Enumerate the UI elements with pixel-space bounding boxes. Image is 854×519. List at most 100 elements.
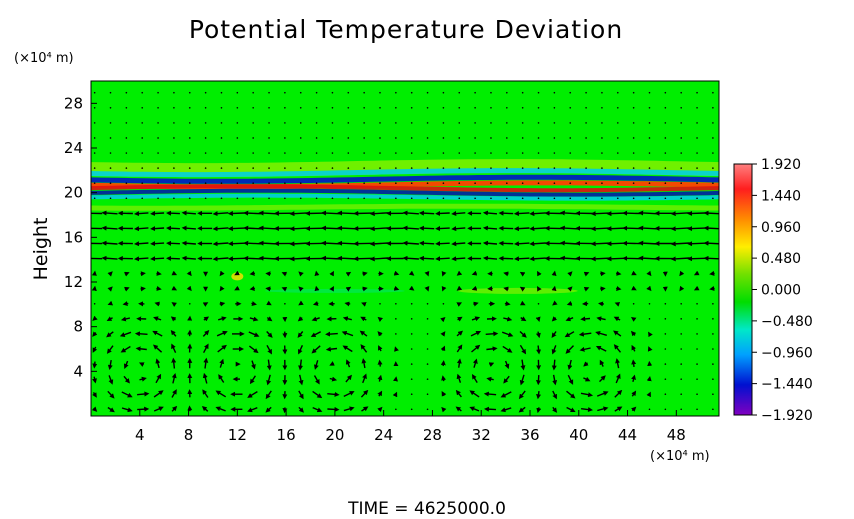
wind-vector [202, 302, 209, 307]
wind-vector [529, 211, 546, 217]
wind-vector [441, 391, 447, 397]
time-footer: TIME = 4625000.0 [347, 499, 506, 519]
wind-vector [395, 107, 397, 109]
wind-vector [552, 406, 558, 413]
wind-vector [109, 91, 112, 94]
wind-vector [141, 197, 144, 200]
x-axis-ticks: 4 8 12 16 20 24 28 32 36 40 44 48 [135, 410, 686, 444]
wind-vector [258, 210, 278, 216]
wind-vector [648, 91, 651, 94]
wind-vector [646, 270, 652, 277]
wind-vector [441, 271, 447, 277]
x-tick-label: 12 [228, 426, 247, 444]
colorbar-tick-label: 0.960 [761, 220, 801, 236]
wind-vector [101, 255, 118, 261]
wind-vector [125, 91, 128, 94]
wind-vector [220, 152, 223, 154]
wind-vector [252, 137, 254, 139]
wind-vector [251, 301, 257, 306]
wind-vector [553, 167, 556, 169]
colorbar-tick-label: −0.960 [761, 345, 813, 361]
wind-vector [236, 107, 239, 109]
wind-vector [664, 167, 667, 169]
wind-vector [107, 390, 115, 399]
wind-vector [297, 345, 304, 355]
wind-vector [519, 374, 525, 386]
wind-vector [418, 225, 435, 231]
wind-vector [456, 270, 463, 276]
wind-vector [312, 406, 323, 413]
wind-vector [418, 210, 435, 216]
wind-vector [456, 285, 463, 291]
wind-vector [347, 197, 350, 200]
wind-vector [712, 408, 714, 411]
wind-vector [220, 122, 223, 124]
wind-vector [601, 197, 603, 200]
wind-vector [171, 372, 177, 384]
wind-vector [379, 182, 381, 184]
wind-vector [474, 107, 476, 109]
wind-vector [553, 182, 556, 184]
wind-vector [630, 330, 637, 337]
wind-vector [204, 197, 207, 200]
wind-vector [537, 107, 540, 109]
wind-vector [234, 285, 240, 291]
wind-vector [616, 137, 619, 139]
wind-vector [410, 122, 413, 124]
wind-vector [696, 348, 698, 350]
wind-vector [456, 358, 462, 368]
wind-vector [395, 122, 397, 124]
wind-vector [664, 378, 667, 380]
wind-vector [490, 137, 492, 139]
wind-vector [92, 361, 98, 369]
wind-vector [519, 286, 526, 292]
colorbar [733, 163, 753, 416]
wind-vector [435, 226, 450, 232]
wind-vector [141, 122, 144, 124]
wind-vector [299, 91, 302, 94]
wind-vector [284, 91, 286, 94]
wind-vector [284, 107, 286, 109]
wind-vector [236, 197, 239, 200]
wind-vector [565, 316, 574, 322]
wind-vector [615, 358, 621, 369]
wind-vector [485, 331, 499, 337]
wind-vector [513, 211, 530, 217]
x-tick-label: 4 [135, 426, 145, 444]
wind-vector [101, 240, 118, 246]
wind-vector [249, 375, 256, 385]
wind-vector [520, 359, 526, 371]
wind-vector [315, 182, 318, 184]
wind-vector [551, 345, 557, 355]
wind-vector [664, 318, 667, 320]
wind-vector [410, 302, 413, 305]
wind-vector [471, 270, 478, 276]
wind-vector [106, 345, 114, 354]
wind-vector [395, 182, 397, 184]
wind-vector [680, 302, 682, 305]
wind-vector [141, 182, 144, 184]
wind-vector [299, 197, 302, 200]
wind-vector [519, 271, 526, 277]
y-axis-unit: (×10⁴ m) [14, 51, 74, 66]
wind-vector [173, 167, 175, 169]
wind-vector [134, 331, 148, 337]
plot-area [91, 81, 719, 416]
wind-vector [325, 331, 338, 337]
wind-vector [503, 271, 509, 277]
wind-vector [345, 359, 351, 368]
wind-vector [236, 91, 239, 94]
wind-vector [150, 241, 165, 247]
wind-vector [107, 271, 113, 277]
wind-vector [569, 182, 572, 184]
wind-vector [712, 363, 714, 365]
wind-vector [680, 378, 682, 380]
wind-vector [347, 137, 350, 139]
wind-vector [141, 137, 144, 139]
wind-vector [458, 122, 461, 124]
wind-vector [249, 316, 259, 322]
wind-vector [601, 91, 603, 94]
wind-vector [252, 182, 254, 184]
wind-vector [150, 226, 165, 232]
wind-vector [150, 256, 165, 262]
